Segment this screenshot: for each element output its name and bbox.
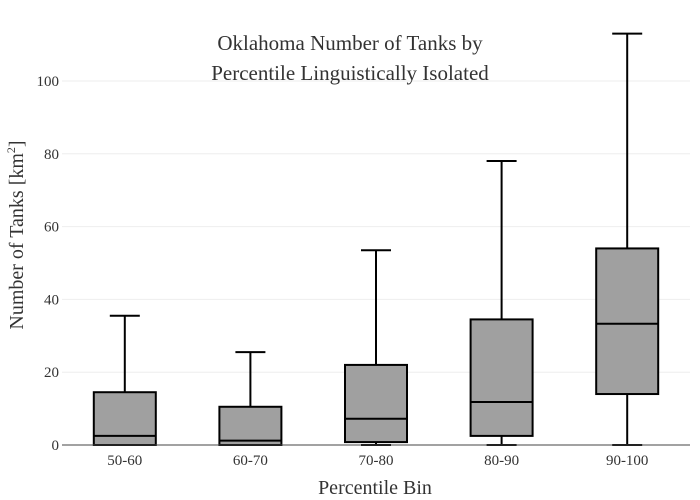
boxes [92, 32, 660, 446]
x-axis-title: Percentile Bin [318, 477, 432, 499]
iqr-box [469, 318, 534, 437]
x-tick-label: 50-60 [107, 453, 142, 469]
y-tick-label: 0 [52, 438, 60, 454]
iqr-box [595, 247, 660, 396]
x-tick-label: 70-80 [359, 453, 394, 469]
box-50-60 [92, 314, 157, 446]
x-tick-label: 90-100 [606, 453, 649, 469]
box-80-90 [469, 160, 534, 446]
chart-title-line-2: Percentile Linguistically Isolated [211, 61, 489, 85]
y-tick-label: 60 [44, 220, 59, 236]
iqr-box [344, 363, 408, 444]
box-60-70 [218, 351, 283, 446]
iqr-box [92, 391, 157, 446]
chart-title-line-1: Oklahoma Number of Tanks by [217, 31, 483, 55]
x-tick-labels: 50-60 60-70 70-80 80-90 90-100 [107, 453, 648, 469]
box-70-80 [344, 249, 408, 446]
y-tick-labels: 0 20 40 60 80 100 [37, 74, 60, 454]
y-axis-title-suffix: ] [6, 140, 28, 147]
y-tick-label: 20 [44, 365, 59, 381]
x-tick-label: 80-90 [484, 453, 519, 469]
box-90-100 [595, 32, 660, 446]
y-axis-title-superscript: 2 [4, 147, 18, 153]
iqr-box [218, 405, 283, 446]
y-tick-label: 100 [37, 74, 60, 90]
x-tick-label: 60-70 [233, 453, 268, 469]
y-axis-title: Number of Tanks [km2] [4, 140, 28, 329]
y-tick-label: 80 [44, 147, 59, 163]
gridlines [62, 80, 690, 373]
y-axis-title-main: Number of Tanks [km [6, 153, 28, 330]
y-tick-label: 40 [44, 292, 59, 308]
